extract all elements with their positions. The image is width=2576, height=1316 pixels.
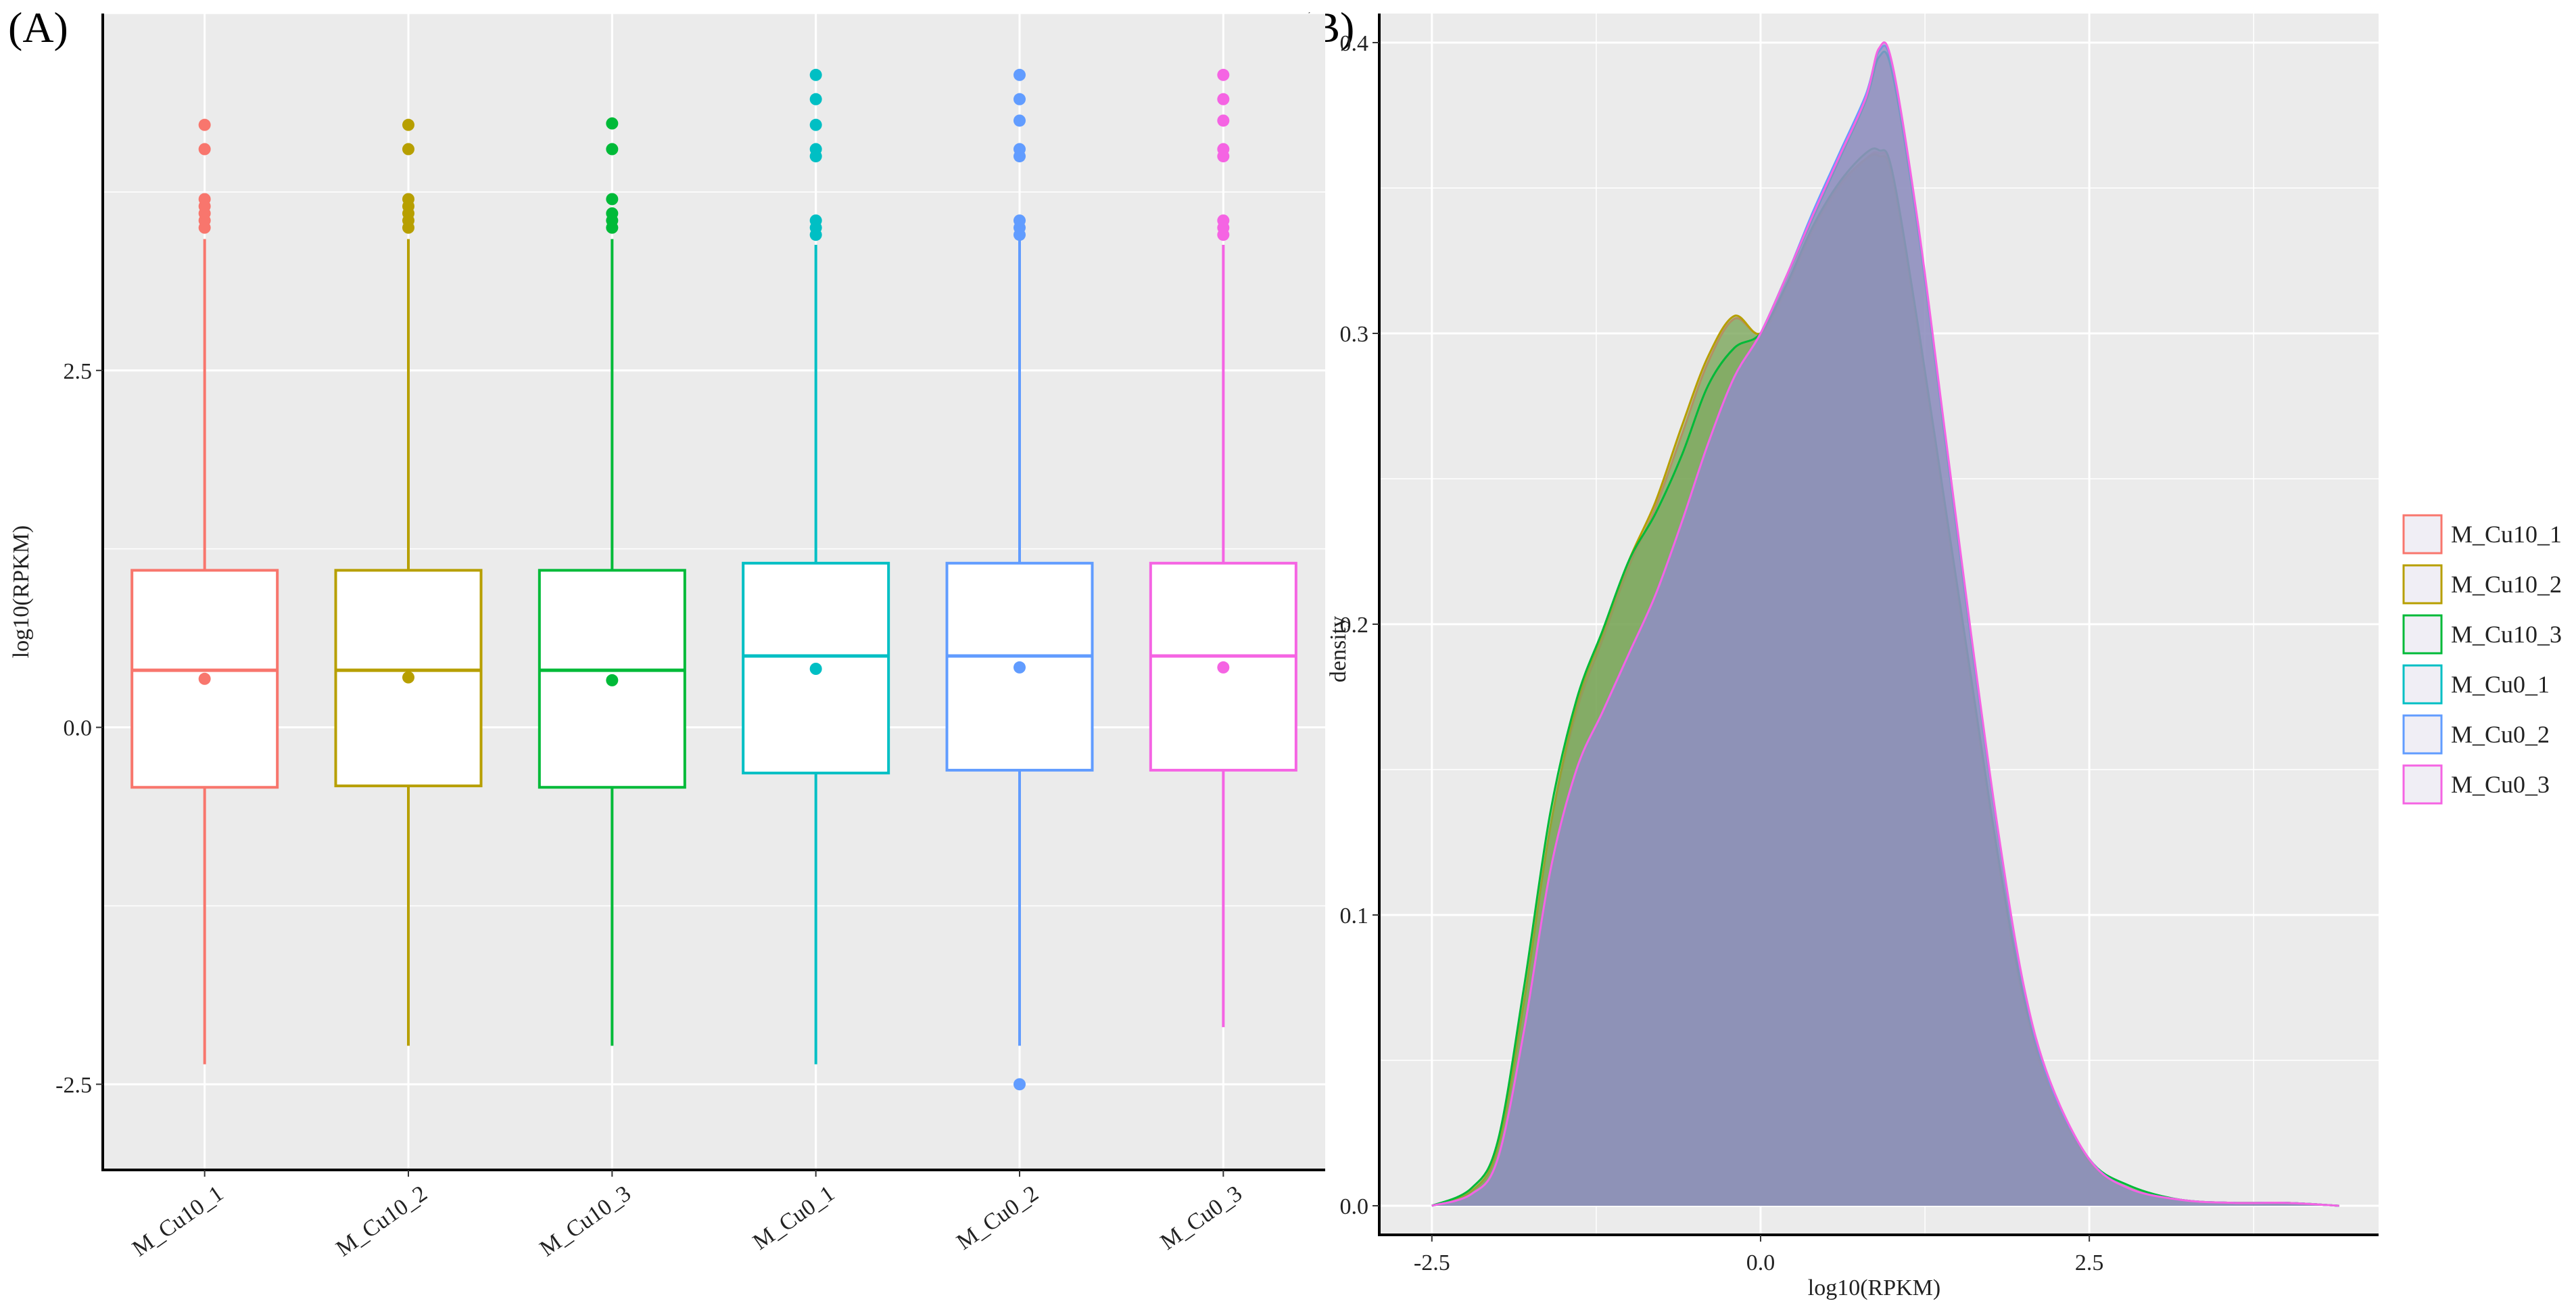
density-areas	[1431, 41, 2339, 1207]
legend-swatch	[2402, 664, 2443, 705]
y-tick-label: 0.4	[1340, 31, 1369, 56]
panel-a-label: (A)	[8, 3, 68, 51]
outlier-point	[1013, 143, 1026, 156]
density-series-M_Cu0_3	[1431, 41, 2339, 1207]
outlier-point	[809, 143, 822, 156]
outlier-point	[402, 143, 414, 156]
box-M_Cu10_2	[334, 118, 483, 1046]
x-tick-label: M_Cu10_2	[331, 1181, 431, 1261]
outlier-point	[1217, 143, 1230, 156]
outlier-point	[606, 117, 619, 130]
outlier-point	[809, 214, 822, 227]
legend-swatch	[2402, 514, 2443, 555]
density-panel: 0.0 0.1 0.2 0.3 0.4 -2.5 0.0 2.5 log10(RPKM) de…	[1326, 14, 2562, 1300]
outlier-point	[606, 207, 619, 220]
legend-item-M_Cu0_2: M_Cu0_2	[2402, 714, 2550, 755]
box-M_Cu0_1	[742, 68, 890, 1064]
x-tick-label: 0.0	[1746, 1250, 1775, 1275]
box-mean-point	[198, 672, 211, 685]
outlier-point	[1013, 214, 1026, 227]
outlier-point	[1013, 68, 1026, 81]
outlier-point	[809, 68, 822, 81]
outlier-point	[198, 118, 211, 131]
boxplot-boxes	[130, 68, 1297, 1091]
outlier-point	[1013, 114, 1026, 127]
outlier-point	[1013, 1078, 1026, 1091]
x-tick-label: M_Cu0_1	[748, 1181, 839, 1254]
legend-item-M_Cu0_3: M_Cu0_3	[2402, 764, 2550, 805]
y-tick-label: 0.1	[1340, 903, 1369, 929]
density-legend: M_Cu10_1 M_Cu10_2 M_Cu10_3 M_Cu0_1 M_Cu0_2 M_…	[2402, 514, 2562, 805]
outlier-point	[402, 193, 414, 206]
box-mean-point	[1217, 661, 1230, 674]
outlier-point	[809, 118, 822, 131]
boxplot-panel: -2.5 0.0 2.5 M_Cu10_1 M_Cu10_2 M_Cu10_3 M_Cu0_…	[9, 13, 1325, 1263]
box-M_Cu10_1	[130, 118, 279, 1064]
x-tick-label: -2.5	[1414, 1250, 1450, 1275]
x-tick-label: M_Cu0_3	[1156, 1181, 1247, 1254]
boxplot-y-axis-title: log10(RPKM)	[9, 525, 34, 658]
outlier-point	[606, 193, 619, 206]
box-mean-point	[809, 663, 822, 675]
legend-swatch	[2402, 564, 2443, 605]
box-mean-point	[402, 671, 414, 684]
outlier-point	[1217, 93, 1230, 105]
outlier-point	[198, 143, 211, 156]
legend-label: M_Cu10_1	[2451, 521, 2562, 548]
density-axes: 0.0 0.1 0.2 0.3 0.4 -2.5 0.0 2.5	[1340, 14, 2379, 1275]
outlier-point	[1217, 214, 1230, 227]
x-tick-label: 2.5	[2075, 1250, 2104, 1275]
x-tick-label: M_Cu0_2	[952, 1181, 1043, 1254]
density-x-axis-title: log10(RPKM)	[1808, 1275, 1940, 1300]
y-tick-label: 0.2	[1340, 613, 1369, 638]
y-tick-label: -2.5	[55, 1073, 92, 1098]
outlier-point	[1217, 68, 1230, 81]
outlier-point	[809, 93, 822, 105]
density-y-axis-title: density	[1326, 616, 1351, 682]
box-M_Cu10_3	[538, 117, 686, 1046]
outlier-point	[606, 143, 619, 156]
legend-label: M_Cu0_1	[2451, 671, 2550, 698]
y-tick-label: 0.0	[64, 716, 93, 741]
outlier-point	[198, 193, 211, 206]
outlier-point	[1013, 93, 1026, 105]
legend-item-M_Cu10_1: M_Cu10_1	[2402, 514, 2562, 555]
legend-label: M_Cu0_2	[2451, 721, 2550, 748]
legend-label: M_Cu10_2	[2451, 571, 2562, 598]
y-tick-label: 2.5	[64, 359, 93, 384]
box-mean-point	[1013, 661, 1026, 674]
outlier-point	[1217, 114, 1230, 127]
legend-swatch	[2402, 614, 2443, 655]
y-tick-label: 0.0	[1340, 1194, 1369, 1219]
x-tick-label: M_Cu10_1	[128, 1181, 228, 1261]
legend-swatch	[2402, 764, 2443, 805]
density-area-fill	[1431, 42, 2339, 1206]
legend-item-M_Cu10_2: M_Cu10_2	[2402, 564, 2562, 605]
outlier-point	[402, 118, 414, 131]
legend-label: M_Cu10_3	[2451, 621, 2562, 648]
x-tick-label: M_Cu10_3	[535, 1181, 636, 1261]
legend-item-M_Cu10_3: M_Cu10_3	[2402, 614, 2562, 655]
box-mean-point	[606, 674, 619, 686]
y-tick-label: 0.3	[1340, 322, 1369, 347]
box-M_Cu0_2	[945, 68, 1094, 1091]
legend-item-M_Cu0_1: M_Cu0_1	[2402, 664, 2550, 705]
boxplot-plot-background	[103, 14, 1325, 1170]
density-line	[1431, 41, 2339, 1207]
box-M_Cu0_3	[1149, 68, 1297, 1027]
legend-label: M_Cu0_3	[2451, 771, 2550, 798]
legend-swatch	[2402, 714, 2443, 755]
